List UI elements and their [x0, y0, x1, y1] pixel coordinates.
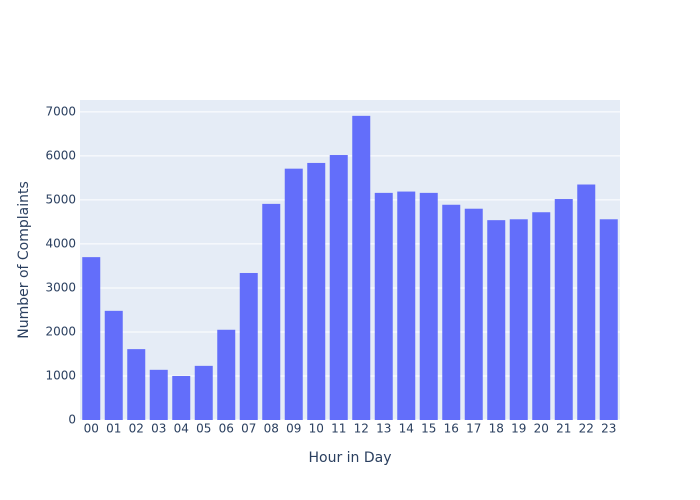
x-tick-label: 22	[579, 422, 594, 436]
bar	[217, 329, 236, 420]
bar	[554, 199, 573, 420]
x-axis-title: Hour in Day	[308, 450, 391, 466]
bar	[284, 168, 303, 420]
y-tick-label: 7000	[45, 104, 76, 118]
y-tick-label: 4000	[45, 236, 76, 250]
bar	[104, 310, 123, 420]
bar	[487, 220, 506, 420]
y-tick-label: 0	[68, 413, 76, 427]
x-tick-label: 07	[241, 422, 256, 436]
plot-area	[80, 100, 620, 420]
bar	[442, 204, 461, 420]
bar	[509, 219, 528, 420]
y-tick-label: 2000	[45, 324, 76, 338]
x-tick-label: 17	[466, 422, 481, 436]
x-tick-label: 14	[399, 422, 414, 436]
bar	[149, 369, 168, 420]
bar	[82, 257, 101, 420]
x-tick-label: 12	[354, 422, 369, 436]
x-tick-label: 01	[106, 422, 121, 436]
bar	[419, 192, 438, 420]
x-tick-label: 05	[196, 422, 211, 436]
x-tick-label: 08	[264, 422, 279, 436]
y-axis-title: Number of Complaints	[16, 181, 32, 339]
y-tick-label: 1000	[45, 368, 76, 382]
bar	[307, 162, 326, 420]
y-tick-label: 3000	[45, 280, 76, 294]
bar	[194, 365, 213, 420]
bar	[172, 375, 191, 420]
bar	[352, 115, 371, 420]
x-tick-label: 21	[556, 422, 571, 436]
x-tick-label: 19	[511, 422, 526, 436]
x-tick-label: 02	[129, 422, 144, 436]
bar	[329, 155, 348, 420]
x-tick-label: 06	[219, 422, 234, 436]
bar	[374, 192, 393, 420]
x-tick-label: 18	[489, 422, 504, 436]
x-tick-label: 09	[286, 422, 301, 436]
y-tick-label: 5000	[45, 192, 76, 206]
x-tick-label: 15	[421, 422, 436, 436]
y-tick-label: 6000	[45, 148, 76, 162]
x-tick-label: 10	[309, 422, 324, 436]
bar	[262, 203, 281, 420]
bar	[577, 184, 596, 420]
x-tick-label: 23	[601, 422, 616, 436]
bar	[127, 349, 146, 420]
x-tick-label: 16	[444, 422, 459, 436]
x-tick-label: 13	[376, 422, 391, 436]
bar	[464, 208, 483, 420]
bar	[532, 212, 551, 420]
x-tick-label: 20	[534, 422, 549, 436]
x-tick-label: 11	[331, 422, 346, 436]
x-tick-label: 00	[84, 422, 99, 436]
bar	[599, 219, 618, 420]
x-tick-label: 03	[151, 422, 166, 436]
x-tick-label: 04	[174, 422, 189, 436]
bar	[397, 191, 416, 420]
bar	[239, 272, 258, 420]
